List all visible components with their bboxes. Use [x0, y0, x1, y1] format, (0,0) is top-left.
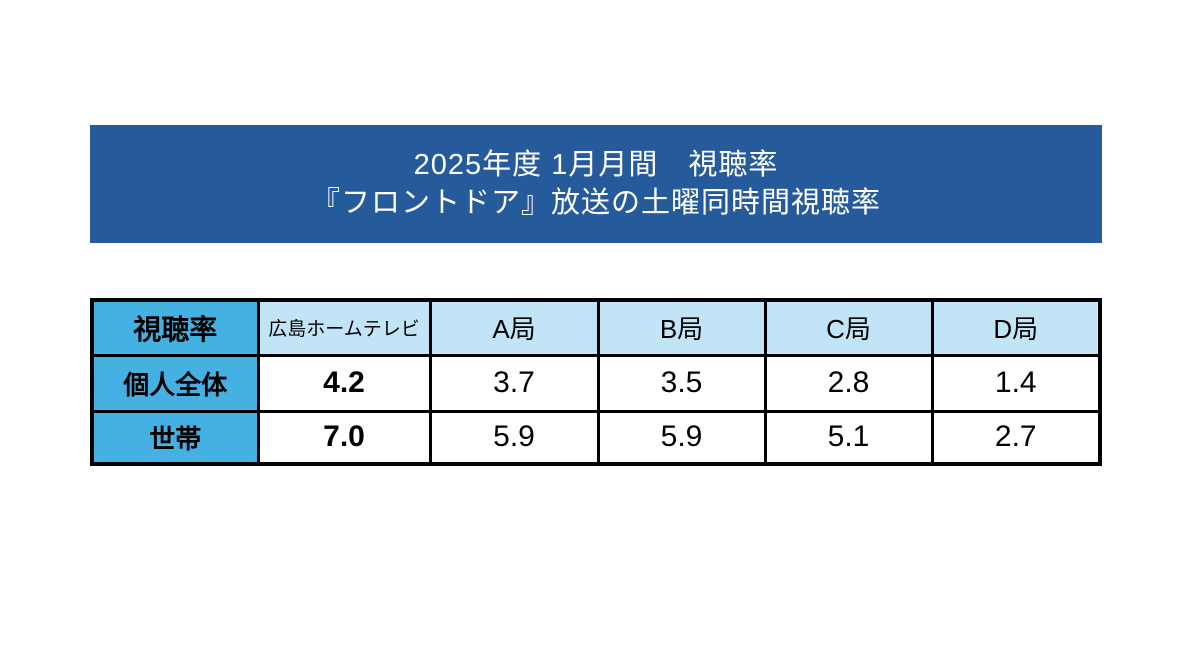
- cell-household-station-d: 2.7: [930, 409, 1102, 466]
- cell-individual-station-d: 1.4: [930, 353, 1102, 413]
- column-header-station-d: D局: [930, 298, 1102, 357]
- cell-household-station-b: 5.9: [596, 409, 767, 466]
- cell-individual-station-b: 3.5: [596, 353, 767, 413]
- title-banner: 2025年度 1月月間 視聴率 『フロントドア』放送の土曜同時間視聴率: [90, 125, 1102, 243]
- title-line-2: 『フロントドア』放送の土曜同時間視聴率: [310, 187, 881, 219]
- cell-individual-home-tv: 4.2: [256, 353, 432, 413]
- table-row-individual: 個人全体 4.2 3.7 3.5 2.8 1.4: [90, 353, 1102, 413]
- row-header-household: 世帯: [90, 409, 260, 466]
- row-header-individual-total: 個人全体: [90, 353, 260, 413]
- column-header-hiroshima-home-tv: 広島ホームテレビ: [256, 298, 432, 357]
- cell-individual-station-c: 2.8: [763, 353, 934, 413]
- column-header-station-b: B局: [596, 298, 767, 357]
- cell-household-home-tv: 7.0: [256, 409, 432, 466]
- cell-household-station-c: 5.1: [763, 409, 934, 466]
- corner-header: 視聴率: [90, 298, 260, 357]
- column-header-station-a: A局: [428, 298, 600, 357]
- cell-household-station-a: 5.9: [428, 409, 600, 466]
- cell-individual-station-a: 3.7: [428, 353, 600, 413]
- table-row-household: 世帯 7.0 5.9 5.9 5.1 2.7: [90, 409, 1102, 466]
- column-header-station-c: C局: [763, 298, 934, 357]
- table-header-row: 視聴率 広島ホームテレビ A局 B局 C局 D局: [90, 298, 1102, 357]
- title-line-1: 2025年度 1月月間 視聴率: [413, 149, 779, 181]
- ratings-table: 視聴率 広島ホームテレビ A局 B局 C局 D局 個人全体 4.2 3.7 3.…: [90, 298, 1102, 466]
